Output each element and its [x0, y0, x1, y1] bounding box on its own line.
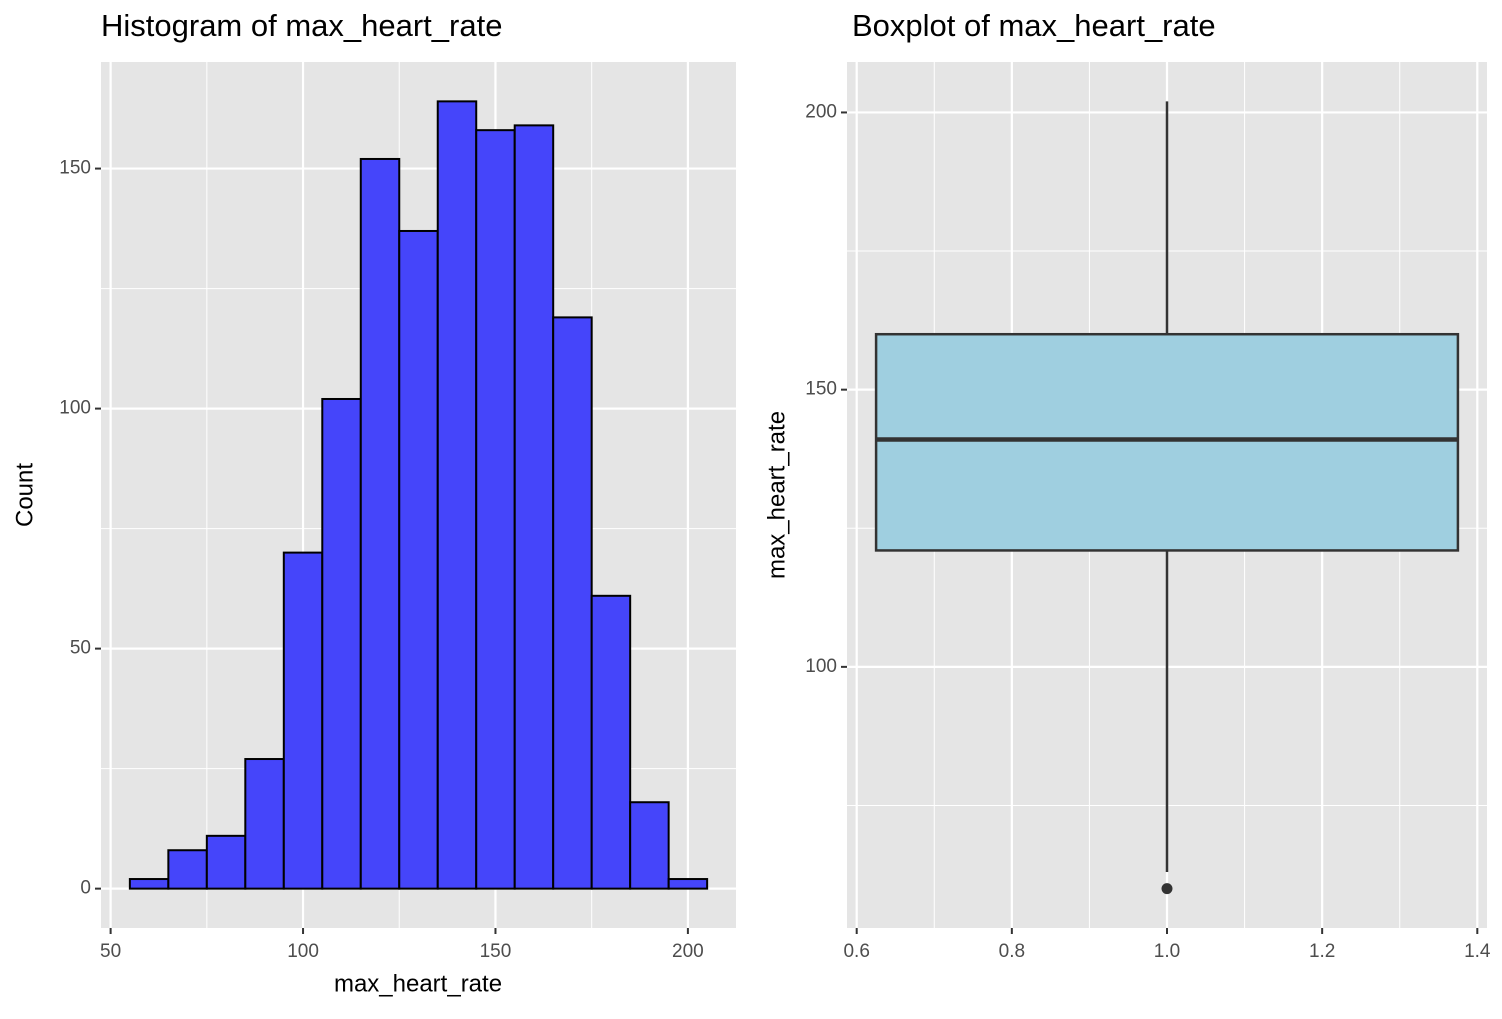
y-tick-label: 200 [805, 101, 837, 122]
y-tick-label: 0 [80, 878, 91, 899]
x-tick-label: 1.0 [1154, 941, 1180, 962]
x-tick-label: 150 [480, 941, 512, 962]
y-tick-label: 100 [805, 656, 837, 677]
bar [398, 229, 439, 890]
bar [128, 878, 170, 890]
bar [205, 834, 247, 890]
bar [629, 801, 670, 890]
chart-title: Boxplot of max_heart_rate [852, 8, 1216, 43]
x-tick-label: 0.6 [843, 941, 869, 962]
bar [475, 129, 516, 890]
x-axis-title: max_heart_rate [334, 970, 502, 997]
bar [321, 397, 362, 890]
y-tick-label: 150 [59, 158, 91, 179]
bar [359, 157, 401, 890]
bar [667, 878, 709, 890]
x-tick-label: 1.4 [1464, 941, 1491, 962]
y-axis-title: max_heart_rate [763, 411, 790, 579]
x-tick-label: 50 [100, 941, 121, 962]
bar [167, 849, 208, 890]
y-tick-label: 100 [59, 398, 91, 419]
outlier [1161, 883, 1173, 895]
y-tick-label: 50 [70, 638, 91, 659]
x-tick-label: 0.8 [999, 941, 1025, 962]
chart-title: Histogram of max_heart_rate [101, 8, 502, 43]
bar [244, 758, 285, 890]
box [874, 332, 1460, 552]
x-tick-label: 1.2 [1309, 941, 1335, 962]
bar [282, 551, 324, 890]
x-tick-label: 100 [287, 941, 319, 962]
y-axis-title: Count [11, 463, 38, 527]
bar [513, 124, 555, 890]
x-tick-label: 200 [672, 941, 704, 962]
bar [436, 100, 478, 890]
bar [552, 316, 593, 890]
y-tick-label: 150 [805, 379, 837, 400]
bar [590, 594, 632, 890]
